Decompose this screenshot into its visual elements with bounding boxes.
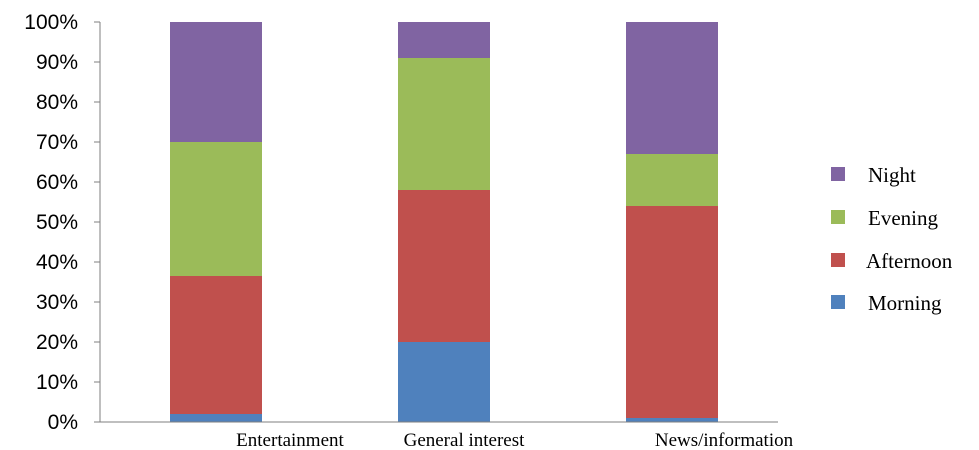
bar-segment-night xyxy=(398,22,490,58)
x-tick-label: Entertainment xyxy=(236,430,344,450)
y-tick-label: 10% xyxy=(36,371,78,394)
legend-label: Afternoon xyxy=(866,249,953,273)
legend-label: Night xyxy=(868,163,916,187)
y-tick-label: 100% xyxy=(24,11,78,34)
bar-segment-afternoon xyxy=(398,190,490,342)
bar-stack xyxy=(626,22,718,422)
y-tick-label: 70% xyxy=(36,131,78,154)
bar-segment-morning xyxy=(398,342,490,422)
bar-segment-morning xyxy=(626,418,718,422)
bars xyxy=(170,22,718,422)
legend-swatch xyxy=(831,295,845,309)
x-axis: Entertainment General interest News/inform… xyxy=(100,421,794,450)
legend-swatch xyxy=(831,253,845,267)
x-tick-label: News/information xyxy=(655,430,794,450)
bar-segment-night xyxy=(170,22,262,142)
bar-segment-morning xyxy=(170,414,262,422)
y-tick-label: 0% xyxy=(48,411,78,434)
bar-segment-night xyxy=(626,22,718,154)
legend-item: Afternoon xyxy=(831,249,953,273)
bar-stack xyxy=(398,22,490,422)
bar-stack xyxy=(170,22,262,422)
legend-label: Morning xyxy=(868,291,942,315)
legend-item: Morning xyxy=(831,291,942,315)
y-axis: 0% 10% 20% 30% 40% 50% 60% 70% 80% 90% 100% xyxy=(24,11,101,434)
legend-swatch xyxy=(831,210,845,224)
bar-segment-evening xyxy=(170,142,262,276)
legend-label: Evening xyxy=(868,206,938,230)
bar-segment-afternoon xyxy=(626,206,718,418)
bar-segment-afternoon xyxy=(170,276,262,414)
legend: Night Evening Afternoon Morning xyxy=(831,163,953,315)
y-tick-label: 40% xyxy=(36,251,78,274)
legend-item: Night xyxy=(831,163,916,187)
bar-segment-evening xyxy=(626,154,718,206)
bar-segment-evening xyxy=(398,58,490,190)
y-tick-label: 80% xyxy=(36,91,78,114)
legend-swatch xyxy=(831,167,845,181)
y-tick-label: 60% xyxy=(36,171,78,194)
y-tick-label: 90% xyxy=(36,51,78,74)
x-tick-label: General interest xyxy=(404,430,526,450)
y-tick-label: 30% xyxy=(36,291,78,314)
y-tick-label: 50% xyxy=(36,211,78,234)
y-tick-label: 20% xyxy=(36,331,78,354)
legend-item: Evening xyxy=(831,206,938,230)
